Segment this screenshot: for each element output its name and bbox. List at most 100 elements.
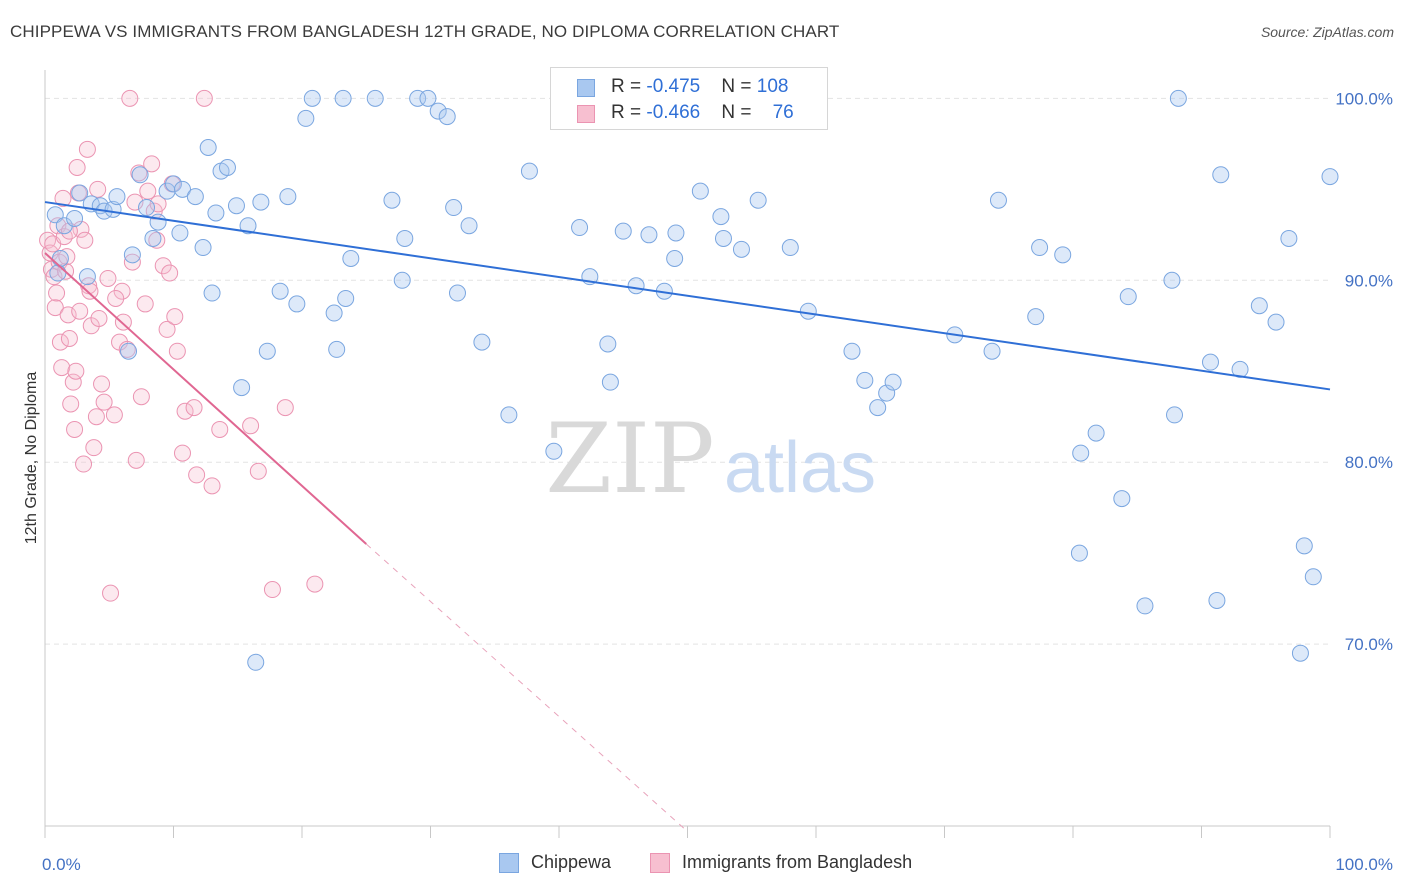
data-point-bangladesh	[154, 257, 172, 275]
watermark: ZIP atlas	[545, 403, 876, 515]
data-point-bangladesh	[75, 455, 93, 473]
watermark-atlas: atlas	[724, 428, 876, 508]
data-point-bangladesh	[263, 581, 281, 599]
data-point-bangladesh	[66, 420, 84, 438]
data-point-chippewa	[78, 268, 96, 286]
data-point-chippewa	[732, 240, 750, 258]
data-point-chippewa	[325, 304, 343, 322]
data-point-bangladesh	[71, 302, 89, 320]
data-point-bangladesh	[60, 222, 78, 240]
data-point-bangladesh	[127, 451, 145, 469]
data-point-bangladesh	[113, 282, 131, 300]
data-point-chippewa	[51, 249, 69, 267]
data-point-chippewa	[203, 284, 221, 302]
data-point-chippewa	[843, 342, 861, 360]
data-point-chippewa	[409, 89, 427, 107]
data-point-bangladesh	[64, 373, 82, 391]
data-point-chippewa	[1119, 288, 1137, 306]
data-point-chippewa	[123, 246, 141, 264]
bottom-legend-label-bangladesh: Immigrants from Bangladesh	[682, 852, 913, 872]
data-point-bangladesh	[81, 282, 99, 300]
data-point-chippewa	[396, 229, 414, 247]
data-point-chippewa	[288, 295, 306, 313]
data-point-chippewa	[227, 197, 245, 215]
data-point-bangladesh	[249, 462, 267, 480]
data-point-chippewa	[500, 406, 518, 424]
data-point-bangladesh	[89, 180, 107, 198]
data-point-chippewa	[429, 102, 447, 120]
data-point-chippewa	[207, 204, 225, 222]
data-point-chippewa	[218, 159, 236, 177]
data-point-chippewa	[366, 89, 384, 107]
data-point-chippewa	[667, 224, 685, 242]
legend-r-value: -0.466	[646, 102, 701, 123]
data-point-bangladesh	[211, 420, 229, 438]
data-point-bangladesh	[114, 313, 132, 331]
data-point-bangladesh	[60, 329, 78, 347]
data-point-chippewa	[438, 108, 456, 126]
data-point-chippewa	[473, 333, 491, 351]
data-point-chippewa	[601, 373, 619, 391]
data-point-chippewa	[194, 239, 212, 257]
data-point-chippewa	[199, 138, 217, 156]
data-point-bangladesh	[121, 89, 139, 107]
data-point-chippewa	[1087, 424, 1105, 442]
legend-n-label: N =	[721, 76, 757, 97]
legend-r-value: -0.475	[646, 76, 701, 97]
data-point-chippewa	[271, 282, 289, 300]
data-point-chippewa	[258, 342, 276, 360]
data-point-bangladesh	[48, 284, 66, 302]
data-point-chippewa	[627, 277, 645, 295]
data-point-bangladesh	[173, 444, 191, 462]
data-point-chippewa	[712, 208, 730, 226]
data-point-chippewa	[1054, 246, 1072, 264]
data-point-bangladesh	[139, 182, 157, 200]
data-point-chippewa	[448, 284, 466, 302]
data-point-chippewa	[599, 335, 617, 353]
data-point-chippewa	[49, 264, 67, 282]
data-point-bangladesh	[105, 406, 123, 424]
series-bangladesh-points	[39, 89, 324, 602]
data-point-chippewa	[46, 206, 64, 224]
data-point-chippewa	[233, 379, 251, 397]
data-point-chippewa	[1113, 490, 1131, 508]
data-point-chippewa	[334, 89, 352, 107]
data-point-chippewa	[186, 188, 204, 206]
data-point-chippewa	[144, 229, 162, 247]
bottom-legend-swatch-bangladesh	[650, 853, 670, 873]
data-point-bangladesh	[166, 308, 184, 326]
y-tick-label: 70.0%	[1345, 635, 1393, 654]
data-point-chippewa	[1304, 568, 1322, 586]
data-point-chippewa	[520, 162, 538, 180]
data-point-chippewa	[1295, 537, 1313, 555]
y-tick-label: 80.0%	[1345, 453, 1393, 472]
data-point-bangladesh	[143, 155, 161, 173]
data-point-chippewa	[878, 384, 896, 402]
data-point-chippewa	[856, 371, 874, 389]
data-point-chippewa	[393, 271, 411, 289]
data-point-bangladesh	[85, 439, 103, 457]
data-point-chippewa	[342, 249, 360, 267]
data-point-chippewa	[165, 175, 182, 193]
data-point-chippewa	[989, 191, 1007, 209]
data-point-chippewa	[131, 166, 149, 184]
data-point-chippewa	[714, 229, 732, 247]
data-point-chippewa	[1072, 444, 1090, 462]
data-point-chippewa	[1136, 597, 1154, 615]
data-point-bangladesh	[67, 362, 85, 380]
data-point-bangladesh	[161, 264, 179, 282]
data-point-chippewa	[1250, 297, 1268, 315]
data-point-chippewa	[120, 342, 138, 360]
data-point-bangladesh	[102, 584, 120, 602]
data-point-chippewa	[781, 239, 799, 257]
data-point-chippewa	[171, 224, 189, 242]
data-point-bangladesh	[93, 375, 111, 393]
trend-line-chippewa	[44, 201, 1331, 391]
data-point-chippewa	[1031, 239, 1049, 257]
data-point-chippewa	[1070, 544, 1088, 562]
data-point-chippewa	[1027, 308, 1045, 326]
data-point-chippewa	[614, 222, 632, 240]
grid-lines	[45, 97, 1330, 645]
data-point-chippewa	[749, 191, 767, 209]
